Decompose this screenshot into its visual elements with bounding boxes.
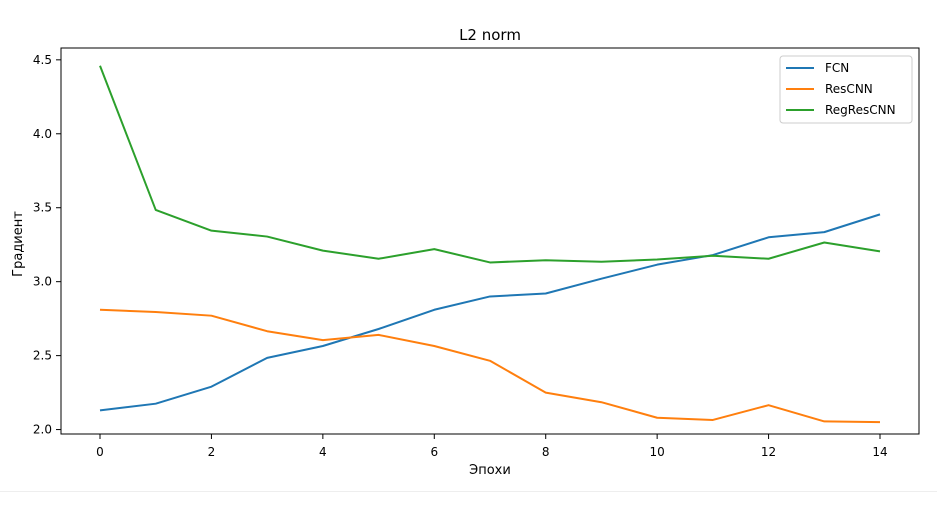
y-tick-label: 4.0 bbox=[33, 127, 52, 141]
x-tick-label: 2 bbox=[208, 445, 216, 459]
plot-area bbox=[60, 47, 920, 435]
y-tick-label: 4.5 bbox=[33, 53, 52, 67]
chart-title: L2 norm bbox=[459, 26, 521, 44]
x-tick-label: 6 bbox=[430, 445, 438, 459]
legend-box bbox=[779, 55, 913, 124]
x-tick-label: 14 bbox=[872, 445, 887, 459]
y-tick-label: 3.5 bbox=[33, 201, 52, 215]
y-tick-label: 2.5 bbox=[33, 349, 52, 363]
legend-label: RegResCNN bbox=[825, 103, 896, 117]
y-tick-label: 2.0 bbox=[33, 423, 52, 437]
x-tick-label: 0 bbox=[96, 445, 104, 459]
y-tick-label: 3.0 bbox=[33, 275, 52, 289]
x-tick-label: 10 bbox=[650, 445, 665, 459]
y-axis-label: Градиент bbox=[11, 211, 26, 277]
series-line-regrescnn bbox=[99, 65, 881, 264]
bottom-toolbar-area bbox=[0, 491, 937, 517]
line-chart: L2 norm 0 2 4 6 8 10 12 14 2.0 2.5 3.0 3.5 4.0 4.5 Э… bbox=[11, 26, 920, 478]
x-axis: 0 2 4 6 8 10 12 14 bbox=[96, 434, 888, 459]
x-tick-label: 4 bbox=[319, 445, 327, 459]
series-line-fcn bbox=[99, 213, 881, 412]
x-axis-label: Эпохи bbox=[469, 463, 511, 478]
series-lines bbox=[99, 65, 881, 424]
series-line-rescnn bbox=[99, 308, 881, 424]
x-tick-label: 12 bbox=[761, 445, 776, 459]
y-axis: 2.0 2.5 3.0 3.5 4.0 4.5 bbox=[33, 53, 61, 437]
legend-label: ResCNN bbox=[825, 82, 873, 96]
x-tick-label: 8 bbox=[542, 445, 550, 459]
legend: FCN ResCNN RegResCNN bbox=[779, 55, 913, 124]
legend-label: FCN bbox=[825, 61, 849, 75]
